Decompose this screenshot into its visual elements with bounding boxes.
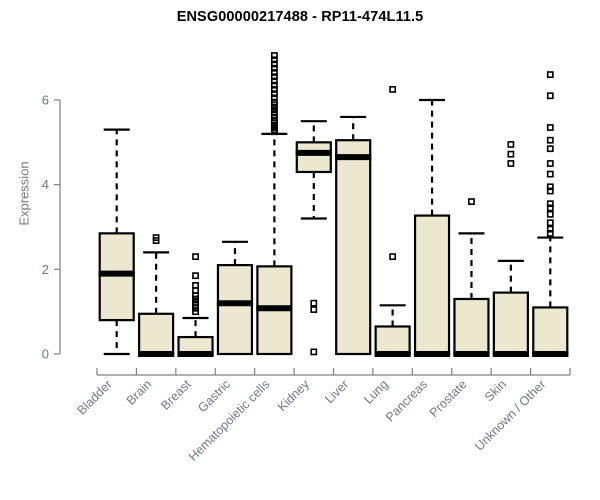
outlier-point xyxy=(270,128,278,136)
outlier-point xyxy=(546,229,554,237)
x-tick-label: Lung xyxy=(361,377,391,407)
outlier-point xyxy=(546,124,554,131)
outlier-point xyxy=(389,86,397,93)
outlier-point xyxy=(546,219,554,227)
outlier-point xyxy=(270,56,278,64)
outlier-point xyxy=(270,69,278,76)
box-rect xyxy=(295,141,332,174)
outlier-point xyxy=(270,90,278,98)
x-tick-label: Prostate xyxy=(427,377,470,420)
x-tick-label: Gastric xyxy=(195,377,233,415)
outlier-point xyxy=(270,81,278,89)
page-title: ENSG00000217488 - RP11-474L11.5 xyxy=(176,9,424,25)
box-group[interactable] xyxy=(98,128,135,356)
y-tick-label: 2 xyxy=(42,262,49,277)
outlier-point xyxy=(546,92,554,100)
box-group[interactable] xyxy=(374,86,411,357)
outlier-point xyxy=(310,348,318,356)
box-rect xyxy=(453,297,490,356)
outlier-point xyxy=(507,141,515,148)
outlier-point xyxy=(468,198,475,205)
x-tick-label: Skin xyxy=(482,377,509,404)
y-tick-label: 6 xyxy=(42,93,49,108)
box-group[interactable] xyxy=(295,120,332,356)
outlier-point xyxy=(270,77,278,85)
box-rect xyxy=(335,139,372,356)
outlier-point xyxy=(270,73,278,81)
box-rect xyxy=(216,264,254,356)
outlier-point xyxy=(546,160,554,167)
box-series xyxy=(98,52,569,357)
box-rect xyxy=(532,306,569,356)
outlier-point xyxy=(546,204,554,212)
x-tick-label: Pancreas xyxy=(383,377,430,424)
outlier-point xyxy=(270,64,278,72)
x-tick-label: Bladder xyxy=(74,377,114,417)
outlier-point xyxy=(546,71,554,78)
box-group[interactable] xyxy=(335,115,372,356)
box-rect xyxy=(492,291,529,356)
outlier-point xyxy=(546,210,554,218)
outlier-point xyxy=(192,253,199,261)
outlier-point xyxy=(192,272,199,280)
y-tick-label: 4 xyxy=(42,177,49,192)
x-tick-label: Brain xyxy=(124,377,155,408)
box-group[interactable] xyxy=(138,234,175,357)
outlier-point xyxy=(310,299,318,307)
outlier-point xyxy=(270,86,278,93)
box-group[interactable] xyxy=(532,71,569,357)
outlier-point xyxy=(389,253,397,261)
outlier-point xyxy=(546,136,554,144)
outlier-point xyxy=(546,225,554,233)
box-rect xyxy=(374,325,411,356)
x-tick-label: Unknown / Other xyxy=(472,377,548,453)
outlier-point xyxy=(270,52,278,59)
box-rect xyxy=(138,312,175,356)
box-group[interactable] xyxy=(413,98,451,357)
outlier-point xyxy=(546,145,554,153)
x-axis xyxy=(96,368,571,376)
x-tick-label: Breast xyxy=(158,377,194,413)
outlier-point xyxy=(546,183,554,191)
y-tick-label: 0 xyxy=(42,347,49,362)
box-group[interactable] xyxy=(216,240,254,356)
box-group[interactable] xyxy=(256,52,293,356)
outlier-point xyxy=(152,237,160,244)
box-group[interactable] xyxy=(453,198,490,357)
outlier-point xyxy=(192,308,199,316)
outlier-point xyxy=(270,60,278,68)
box-rect xyxy=(98,232,135,322)
x-tick-label: Kidney xyxy=(275,377,312,414)
box-rect xyxy=(413,214,451,356)
outlier-point xyxy=(310,306,318,313)
box-group[interactable] xyxy=(177,253,214,357)
outlier-point xyxy=(507,150,515,158)
box-group[interactable] xyxy=(492,141,529,357)
outlier-point xyxy=(270,94,278,102)
outlier-point xyxy=(507,160,515,167)
x-tick-label: Liver xyxy=(322,377,351,406)
y-axis: 0 2 4 6 xyxy=(42,93,61,362)
outlier-point xyxy=(546,187,554,195)
outlier-point xyxy=(546,200,554,208)
outlier-point xyxy=(546,170,554,178)
